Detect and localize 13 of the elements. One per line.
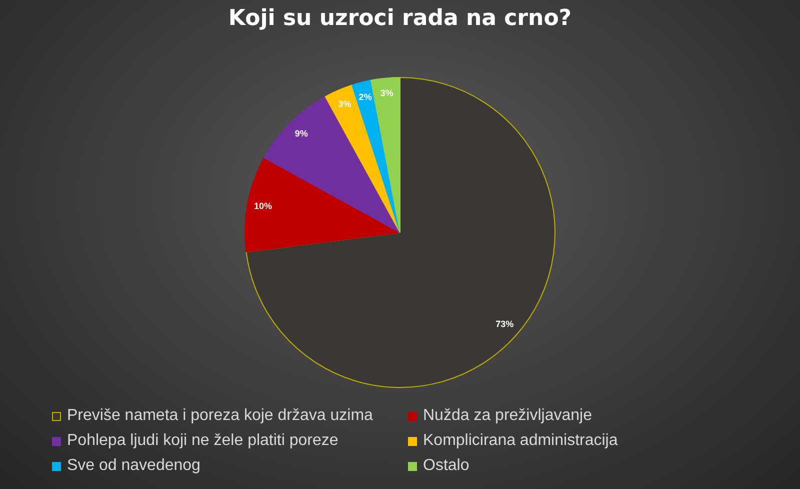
data-label: 2% xyxy=(358,92,372,102)
data-label: 3% xyxy=(380,88,394,98)
data-label: 9% xyxy=(294,128,308,138)
legend-label: Komplicirana administracija xyxy=(423,432,618,450)
data-label: 73% xyxy=(496,319,514,330)
chart-title: Koji su uzroci rada na crno? xyxy=(227,6,573,31)
legend-label: Pohlepa ljudi koji ne žele platiti poreze xyxy=(67,432,338,450)
legend-label: Sve od navedenog xyxy=(67,457,200,475)
data-label: 3% xyxy=(338,98,352,109)
data-label: 10% xyxy=(254,200,272,211)
legend-label: Previše nameta i poreza koje država uzima xyxy=(67,407,373,425)
legend-label: Ostalo xyxy=(423,457,470,475)
legend-label: Nužda za preživljavanje xyxy=(423,407,592,425)
